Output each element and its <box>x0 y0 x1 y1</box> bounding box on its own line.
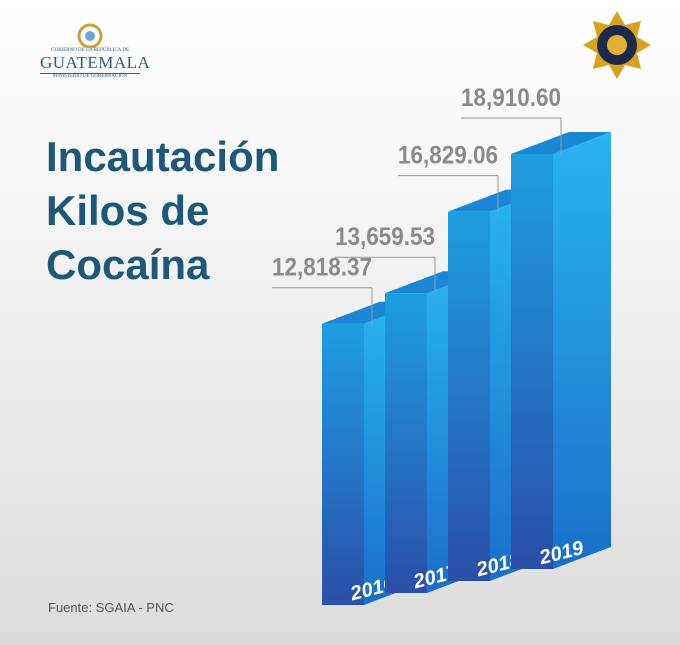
badge <box>583 11 651 79</box>
bar <box>511 154 553 569</box>
value-label: 18,910.60 <box>461 84 561 112</box>
logo: GOBIERNO DE LA REPÚBLICA DE GUATEMALA MI… <box>40 22 151 79</box>
value-label: 13,659.53 <box>335 223 435 251</box>
logo-top: GOBIERNO DE LA REPÚBLICA DE <box>50 48 130 53</box>
logo-emblem <box>77 23 103 49</box>
bar-side <box>553 132 611 569</box>
logo-name: GUATEMALA <box>40 53 151 72</box>
bar <box>448 211 490 581</box>
source: Fuente: SGAIA - PNC <box>48 600 174 615</box>
logo-sub: MINISTERIO DE GOBERNACIÓN <box>40 73 140 79</box>
chart-title: Incautación Kilos de Cocaína <box>46 133 280 288</box>
bar <box>322 323 364 605</box>
value-label: 16,829.06 <box>398 142 498 170</box>
value-label: 12,818.37 <box>272 254 372 282</box>
bar <box>385 293 427 593</box>
